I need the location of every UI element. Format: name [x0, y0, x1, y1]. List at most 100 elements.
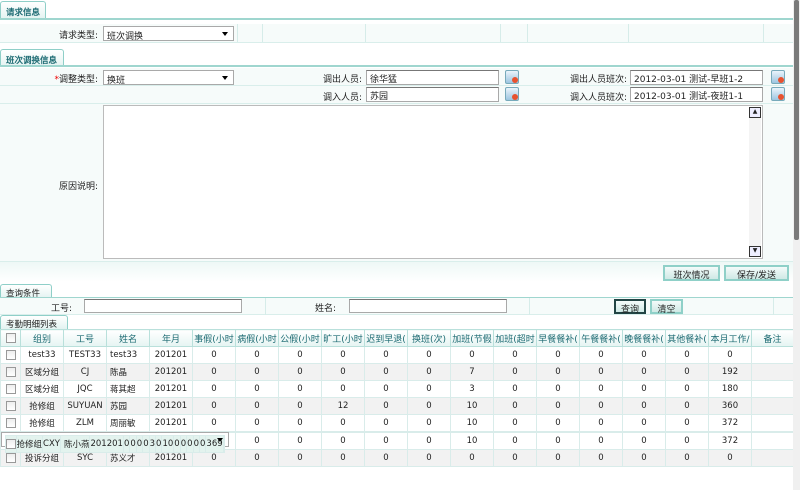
- table-cell: 0: [321, 432, 365, 450]
- table-cell: 0: [407, 414, 451, 432]
- table-cell: 0: [155, 435, 163, 453]
- row-checkbox[interactable]: [5, 366, 16, 377]
- reason-textarea[interactable]: [103, 105, 763, 259]
- table-cell: 抢修组: [20, 414, 64, 432]
- select-all-checkbox[interactable]: [5, 332, 16, 343]
- table-cell: 陈小燕: [59, 435, 91, 453]
- table-cell: 0: [665, 346, 709, 364]
- select-shift-icon[interactable]: [771, 87, 785, 101]
- shift-info-button[interactable]: 班次情况: [663, 265, 720, 281]
- employee-id-label: 工号:: [50, 304, 72, 314]
- column-header[interactable]: 加班(节假: [450, 329, 494, 347]
- row-checkbox[interactable]: [6, 438, 15, 449]
- table-row[interactable]: 抢修组 ZLM 周丽敏 201201 0 0 0 0 0 0 10 0 0 0 0 0 372: [0, 414, 794, 432]
- table-cell: 0: [665, 380, 709, 398]
- column-header[interactable]: 公假(小时: [278, 329, 322, 347]
- table-cell: 周丽敏: [106, 414, 150, 432]
- table-row[interactable]: 区域分组 CJ 陈晶 201201 0 0 0 0 0 0 7 0 0 0 0 0 192: [0, 363, 794, 381]
- table-cell: 0: [407, 449, 451, 467]
- adjust-type-select[interactable]: 换班: [103, 70, 234, 86]
- in-person-label: 调入人员:: [322, 93, 362, 103]
- search-button[interactable]: 查询: [614, 299, 646, 315]
- table-cell: 0: [407, 432, 451, 450]
- row-checkbox[interactable]: [5, 452, 16, 463]
- tab-shift-swap-info[interactable]: 班次调换信息: [0, 49, 64, 67]
- table-cell: 0: [665, 397, 709, 415]
- table-cell: 0: [235, 380, 279, 398]
- column-header[interactable]: 旷工(小时: [321, 329, 365, 347]
- table-cell: 0: [278, 397, 322, 415]
- column-header[interactable]: 午餐餐补(: [579, 329, 623, 347]
- row-checkbox[interactable]: [5, 417, 16, 428]
- textarea-scrollbar[interactable]: ▲ ▼: [749, 107, 761, 257]
- table-cell: 0: [622, 432, 666, 450]
- table-cell: [751, 432, 794, 450]
- table-cell: 抢修组: [15, 435, 44, 453]
- table-cell: 0: [129, 435, 137, 453]
- column-header[interactable]: 其他餐补(: [665, 329, 709, 347]
- column-header[interactable]: 年月: [149, 329, 193, 347]
- out-person-input[interactable]: 徐华猛: [366, 70, 499, 85]
- row-checkbox[interactable]: [5, 349, 16, 360]
- tab-attendance-list[interactable]: 考勤明细列表: [0, 315, 68, 330]
- table-cell: 0: [622, 363, 666, 381]
- row-checkbox-cell: [0, 363, 21, 381]
- scrollbar-thumb[interactable]: [794, 0, 799, 240]
- tab-request-info[interactable]: 请求信息: [0, 1, 46, 19]
- out-shift-input[interactable]: 2012-03-01 测试-早班1-2: [630, 70, 763, 85]
- table-cell: 3: [148, 435, 157, 453]
- swap-row-2: 调入人员: 苏园 调入人员班次: 2012-03-01 测试-夜班1-1: [0, 86, 793, 104]
- table-row[interactable]: 区域分组 JQC 蒋其超 201201 0 0 0 0 0 0 3 0 0 0 0 0 180: [0, 380, 794, 398]
- table-cell: 0: [622, 380, 666, 398]
- in-person-input[interactable]: 苏园: [366, 87, 499, 102]
- table-row[interactable]: 抢修组 CXY 陈小燕 201201 0 0 0 0 3 0 10 0 0 0 0 0 369: [0, 432, 229, 453]
- table-cell: 0: [493, 414, 537, 432]
- column-header[interactable]: 晚餐餐补(: [622, 329, 666, 347]
- column-header[interactable]: 本月工作/: [708, 329, 752, 347]
- table-cell: 0: [278, 414, 322, 432]
- column-header[interactable]: 事假(小时: [192, 329, 236, 347]
- save-send-button[interactable]: 保存/发送: [724, 265, 789, 281]
- scroll-up-icon[interactable]: ▲: [749, 107, 761, 118]
- table-cell: 0: [536, 432, 580, 450]
- table-cell: 0: [665, 363, 709, 381]
- column-header[interactable]: 迟到早退(: [364, 329, 408, 347]
- in-shift-input[interactable]: 2012-03-01 测试-夜班1-1: [630, 87, 763, 102]
- name-label: 姓名:: [314, 304, 336, 314]
- name-input[interactable]: [349, 299, 507, 313]
- select-shift-icon[interactable]: [771, 70, 785, 84]
- clear-button[interactable]: 清空: [650, 299, 683, 315]
- row-checkbox[interactable]: [5, 400, 16, 411]
- table-cell: 0: [364, 363, 408, 381]
- out-person-label: 调出人员:: [322, 75, 362, 85]
- table-row[interactable]: 投诉分组 SYC 苏义才 201201 0 0 0 0 0 0 0 0 0 0 0 0 0: [0, 449, 794, 467]
- column-header[interactable]: 姓名: [106, 329, 150, 347]
- page-scrollbar[interactable]: [793, 0, 800, 490]
- table-cell: 0: [364, 449, 408, 467]
- table-cell: 0: [321, 449, 365, 467]
- table-cell: [751, 397, 794, 415]
- column-header[interactable]: 组别: [20, 329, 64, 347]
- table-cell: 0: [192, 414, 236, 432]
- scroll-down-icon[interactable]: ▼: [749, 246, 761, 257]
- column-header[interactable]: 加班(超时: [493, 329, 537, 347]
- column-header[interactable]: 备注: [751, 329, 794, 347]
- table-row[interactable]: test33 TEST33 test33 201201 0 0 0 0 0 0 0 0 0 0 0 0 0: [0, 346, 794, 364]
- table-row[interactable]: 抢修组 SUYUAN 苏园 201201 0 0 0 12 0 0 10 0 0 0 0 0 360: [0, 397, 794, 415]
- table-cell: 0: [450, 449, 494, 467]
- tab-query-conditions[interactable]: 查询条件: [0, 284, 52, 299]
- table-cell: [751, 346, 794, 364]
- row-checkbox[interactable]: [5, 383, 16, 394]
- table-cell: 201201: [149, 397, 193, 415]
- select-person-icon[interactable]: [505, 70, 519, 84]
- select-person-icon[interactable]: [505, 87, 519, 101]
- column-header[interactable]: 早餐餐补(: [536, 329, 580, 347]
- column-header[interactable]: 换班(次): [407, 329, 451, 347]
- table-cell: 0: [235, 397, 279, 415]
- column-header[interactable]: 工号: [63, 329, 107, 347]
- request-type-select[interactable]: 班次调换: [103, 26, 234, 42]
- employee-id-input[interactable]: [84, 299, 242, 313]
- row-checkbox-cell: [0, 414, 21, 432]
- column-header[interactable]: 病假(小时: [235, 329, 279, 347]
- table-cell: 0: [173, 435, 181, 453]
